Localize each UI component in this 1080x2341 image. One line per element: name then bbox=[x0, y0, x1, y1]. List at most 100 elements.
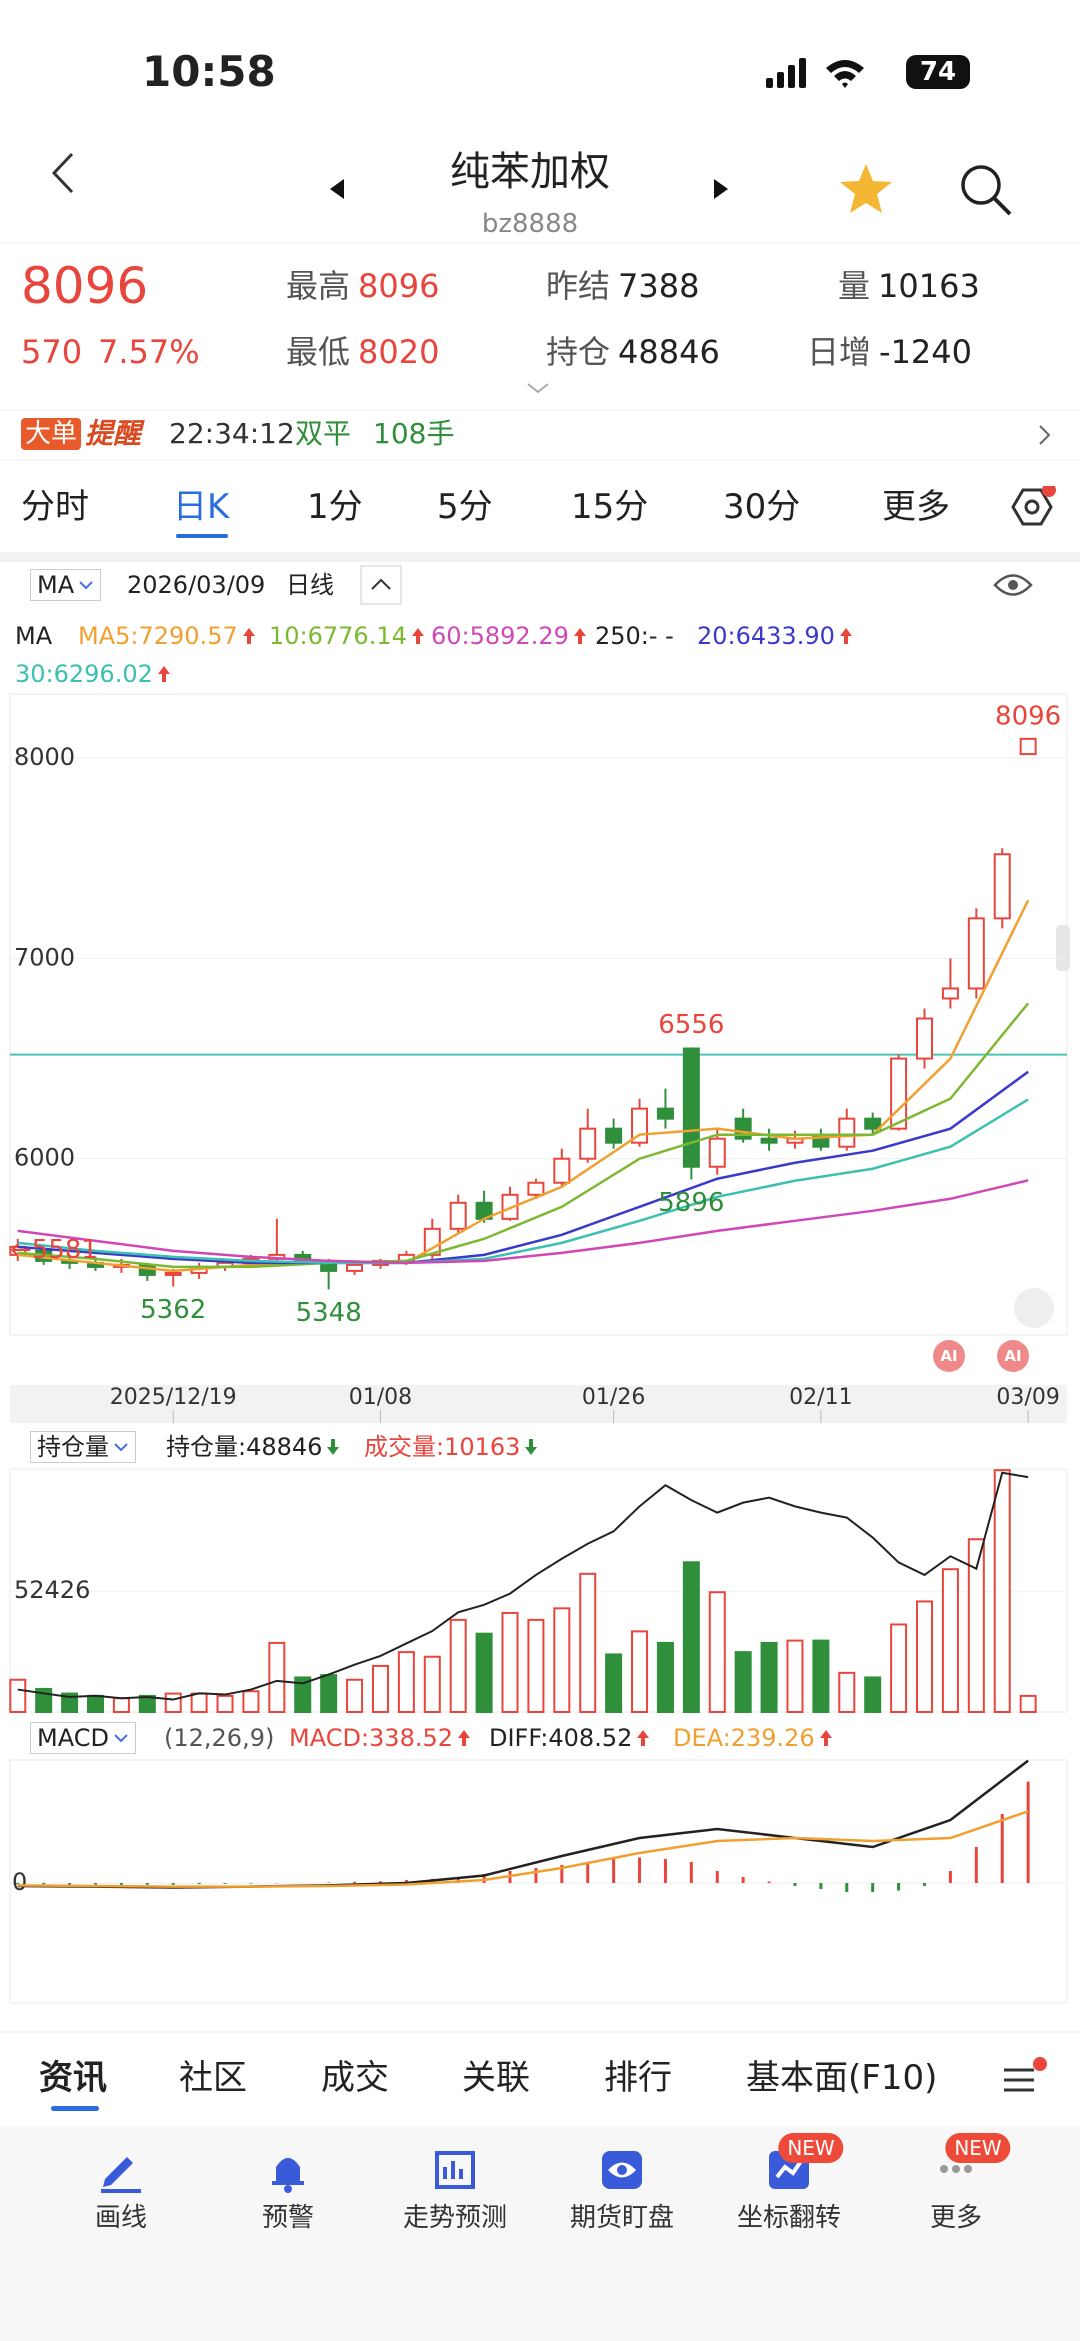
annotation: 6556 bbox=[658, 1010, 724, 1040]
ma-label: MA bbox=[15, 622, 53, 650]
trend-arrow bbox=[525, 1439, 538, 1455]
settings[interactable] bbox=[1002, 486, 1058, 532]
field-label: 昨结 bbox=[546, 267, 611, 305]
candle-body bbox=[941, 987, 959, 1000]
bottom-tab[interactable]: 社区 bbox=[179, 2058, 247, 2098]
ai-badge[interactable]: AI bbox=[997, 1340, 1029, 1372]
signal-wifi bbox=[766, 58, 864, 88]
volume-bar bbox=[294, 1676, 312, 1713]
volume-bar bbox=[605, 1653, 623, 1714]
menu[interactable] bbox=[1002, 2056, 1052, 2100]
bottom-tab[interactable]: 基本面(F10) bbox=[746, 2058, 938, 2098]
x-tick-label: 02/11 bbox=[789, 1385, 852, 1410]
back-button[interactable] bbox=[48, 150, 78, 196]
toolbar-icon[interactable] bbox=[97, 2145, 145, 2195]
quote-field: 日增 -1240 bbox=[807, 336, 972, 368]
band bbox=[0, 552, 1080, 562]
toolbar-icon[interactable] bbox=[598, 2145, 646, 2195]
bottom-tab[interactable]: 关联 bbox=[462, 2058, 530, 2098]
trend-arrow bbox=[839, 628, 852, 644]
candle-body bbox=[449, 1201, 467, 1230]
indicator: MA bbox=[37, 571, 75, 599]
favorite-star[interactable] bbox=[838, 162, 894, 216]
candle-body bbox=[527, 1181, 545, 1196]
expand-button[interactable] bbox=[1014, 1288, 1054, 1328]
next-button[interactable] bbox=[712, 178, 730, 200]
volume-bar bbox=[890, 1623, 908, 1713]
volume-bar bbox=[579, 1572, 597, 1713]
quote-field: 最高 8096 bbox=[286, 270, 439, 302]
candle-body bbox=[967, 917, 985, 990]
field-value: 8020 bbox=[358, 333, 440, 371]
annotation: 8096 bbox=[995, 701, 1061, 731]
indicator-select[interactable]: MA bbox=[30, 569, 102, 601]
toolbar-label[interactable]: 期货盯盘 bbox=[569, 2203, 675, 2233]
volume-bar bbox=[760, 1641, 778, 1714]
toolbar-icon[interactable] bbox=[431, 2145, 479, 2195]
tab-underline bbox=[51, 2106, 99, 2111]
field-label: 最高 bbox=[286, 267, 351, 305]
legend-item: 成交量:10163 bbox=[364, 1435, 538, 1459]
legend-text: 10:6776.14 bbox=[269, 622, 407, 650]
expand-chevron[interactable] bbox=[526, 382, 550, 394]
ai-badge[interactable]: AI bbox=[933, 1340, 965, 1372]
code: bz8888 bbox=[481, 209, 579, 239]
legend-text: 成交量:10163 bbox=[364, 1433, 521, 1461]
trend-arrow bbox=[573, 628, 586, 644]
period-tab[interactable]: 15分 bbox=[571, 487, 649, 527]
volume-bar bbox=[786, 1639, 804, 1714]
period-tab[interactable]: 更多 bbox=[882, 487, 950, 527]
volume-bar bbox=[527, 1618, 545, 1714]
macd-line bbox=[17, 1759, 1029, 1889]
candle-body bbox=[294, 1253, 312, 1262]
alert-action: 双平 bbox=[295, 417, 352, 450]
alert-more[interactable] bbox=[1038, 424, 1052, 446]
ma-line bbox=[17, 1002, 1030, 1269]
search[interactable] bbox=[958, 162, 1014, 218]
toolbar-icon[interactable] bbox=[932, 2145, 980, 2195]
volume-bar bbox=[242, 1690, 260, 1713]
macd-select[interactable]: MACD bbox=[30, 1722, 136, 1754]
main-chart-frame bbox=[9, 693, 1068, 1336]
new-badge: NEW bbox=[778, 2133, 844, 2163]
period-tab[interactable]: 分时 bbox=[21, 487, 89, 527]
alert-tag: 大单 提醒 bbox=[21, 416, 141, 452]
toolbar-icon[interactable] bbox=[264, 2145, 312, 2195]
prev-button[interactable] bbox=[328, 178, 346, 200]
field-value: 8096 bbox=[358, 267, 440, 305]
candle-body bbox=[864, 1117, 882, 1130]
trend-arrow bbox=[458, 1730, 471, 1746]
toolbar-label[interactable]: 画线 bbox=[94, 2203, 148, 2233]
visibility[interactable] bbox=[993, 572, 1033, 598]
legend-item: DEA:239.26 bbox=[673, 1726, 833, 1750]
bottom-tab[interactable]: 资讯 bbox=[39, 2058, 107, 2098]
field-value: 10163 bbox=[878, 267, 980, 305]
clock: 10:58 bbox=[142, 47, 276, 96]
tag2: 提醒 bbox=[85, 417, 142, 450]
macd-line bbox=[17, 1810, 1029, 1888]
volume-bar bbox=[190, 1692, 208, 1714]
trend-arrow bbox=[411, 628, 424, 644]
period-tab[interactable]: 1分 bbox=[307, 487, 363, 527]
period-tab[interactable]: 日K bbox=[173, 487, 230, 527]
toolbar-label[interactable]: 预警 bbox=[261, 2203, 315, 2233]
candle-body bbox=[579, 1127, 597, 1160]
volume-bar bbox=[475, 1632, 493, 1714]
period-tab[interactable]: 5分 bbox=[437, 487, 493, 527]
bottom-tab[interactable]: 成交 bbox=[321, 2058, 389, 2098]
oi-select[interactable]: 持仓量 bbox=[30, 1431, 136, 1463]
ma-line bbox=[17, 1070, 1029, 1265]
volume-bar bbox=[397, 1651, 415, 1714]
toolbar-label[interactable]: 坐标翻转 bbox=[736, 2203, 842, 2233]
annotation: 5348 bbox=[296, 1298, 362, 1328]
toolbar-label[interactable]: 更多 bbox=[929, 2203, 983, 2233]
toolbar-label[interactable]: 走势预测 bbox=[402, 2203, 508, 2233]
scroll-handle[interactable] bbox=[1056, 925, 1070, 971]
volume-bar bbox=[346, 1678, 364, 1713]
period-tab[interactable]: 30分 bbox=[723, 487, 801, 527]
bottom-tab[interactable]: 排行 bbox=[604, 2058, 672, 2098]
volume-bar bbox=[916, 1600, 934, 1714]
macd-params: (12,26,9) bbox=[164, 1724, 275, 1752]
candle-body bbox=[605, 1127, 623, 1144]
collapse[interactable] bbox=[360, 565, 402, 605]
